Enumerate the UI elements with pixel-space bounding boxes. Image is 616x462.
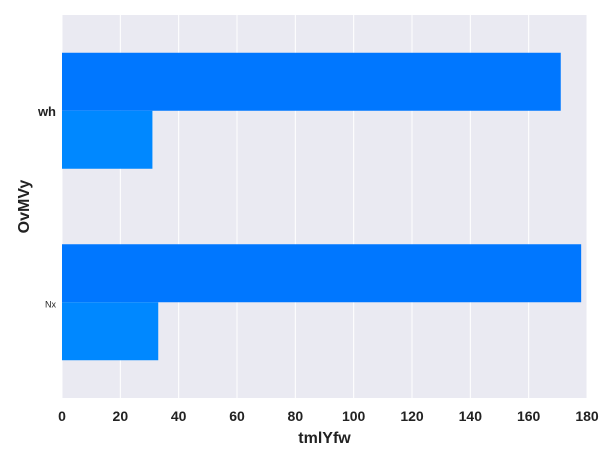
x-tick-label: 60 xyxy=(229,408,245,424)
x-tick-label: 40 xyxy=(171,408,187,424)
y-tick-label: Nx xyxy=(45,299,56,309)
x-tick-label: 160 xyxy=(517,408,541,424)
x-tick-label: 0 xyxy=(58,408,66,424)
y-tick-label: wh xyxy=(37,104,56,119)
x-tick-label: 180 xyxy=(575,408,599,424)
bar-Nx-series-1 xyxy=(62,244,582,303)
bar-Nx-series-2 xyxy=(62,302,159,361)
bar-wh-series-1 xyxy=(62,52,561,111)
x-axis-label: tmlYfw xyxy=(298,430,351,447)
x-tick-label: 20 xyxy=(113,408,129,424)
x-tick-label: 100 xyxy=(342,408,366,424)
y-axis-label: OvMVy xyxy=(16,180,33,234)
x-tick-label: 120 xyxy=(400,408,424,424)
x-tick-label: 140 xyxy=(459,408,483,424)
y-tick-labels: wh Nx xyxy=(37,104,57,310)
x-tick-labels: 0 20 40 60 80 100 120 140 160 180 xyxy=(58,408,599,424)
bars xyxy=(62,52,582,361)
x-tick-label: 80 xyxy=(288,408,304,424)
bar-wh-series-2 xyxy=(62,110,153,169)
